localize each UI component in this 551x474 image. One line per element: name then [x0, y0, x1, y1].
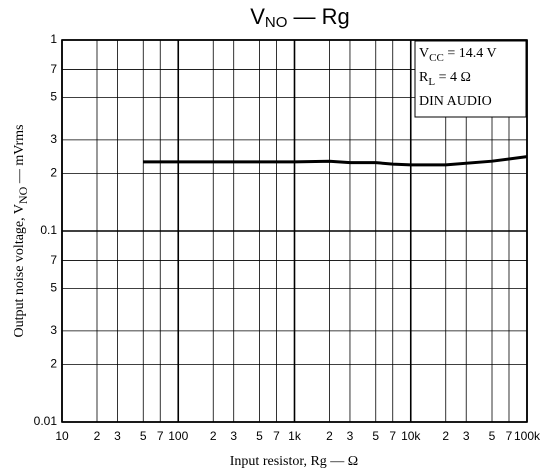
x-tick-label: 2 [326, 429, 333, 443]
annotation-part: L [428, 76, 435, 88]
x-tick-label: 3 [230, 429, 237, 443]
chart-title: VNO — Rg [250, 4, 350, 31]
title-sub: NO [265, 14, 288, 31]
x-tick-label: 10k [401, 429, 421, 443]
x-tick-label: 1k [288, 429, 302, 443]
y-axis-label: Output noise voltage, VNO — mVrms [12, 124, 30, 337]
x-tick-label: 7 [389, 429, 396, 443]
y-tick-label: 2 [50, 357, 57, 371]
annotation: DIN AUDIO [419, 94, 492, 109]
annotation-part: V [419, 46, 429, 61]
title-part: — Rg [287, 4, 349, 29]
x-tick-label: 7 [157, 429, 164, 443]
annotation: RL = 4 Ω [419, 70, 471, 87]
x-tick-label: 5 [372, 429, 379, 443]
annotation-part: DIN AUDIO [419, 94, 492, 109]
y-tick-label: 3 [50, 132, 57, 146]
y-tick-label: 7 [50, 253, 57, 267]
x-tick-label: 2 [442, 429, 449, 443]
x-tick-label: 3 [114, 429, 121, 443]
title-part: V [250, 4, 265, 29]
y-tick-label: 2 [50, 166, 57, 180]
y-tick-label: 0.01 [34, 414, 58, 428]
y-tick-label: 0.1 [40, 223, 57, 237]
annotation-part: = 4 Ω [435, 70, 471, 85]
x-tick-label: 3 [347, 429, 354, 443]
annotation-part: CC [429, 52, 444, 64]
x-tick-label: 2 [94, 429, 101, 443]
annotation: VCC = 14.4 V [419, 46, 497, 63]
y-tick-label: 5 [50, 90, 57, 104]
x-axis-label: Input resistor, Rg — Ω [230, 454, 358, 469]
plot-frame [61, 39, 528, 423]
ylabel-part: Output noise voltage, V [12, 204, 27, 338]
y-tick-label: 1 [50, 32, 57, 46]
y-tick-label: 5 [50, 281, 57, 295]
x-tick-label: 7 [506, 429, 513, 443]
ylabel-part: — mVrms [12, 124, 27, 186]
y-tick-label: 7 [50, 62, 57, 76]
ylabel-sub: NO [16, 186, 30, 204]
annotation-box [414, 40, 527, 118]
x-tick-label: 3 [463, 429, 470, 443]
annotation-part: R [419, 70, 429, 85]
annotation-part: = 14.4 V [444, 46, 497, 61]
x-tick-label: 100k [514, 429, 541, 443]
y-tick-label: 3 [50, 323, 57, 337]
x-tick-label: 7 [273, 429, 280, 443]
x-tick-label: 10 [55, 429, 69, 443]
x-tick-label: 5 [140, 429, 147, 443]
x-tick-label: 100 [168, 429, 188, 443]
data-line [143, 155, 528, 167]
x-tick-label: 5 [489, 429, 496, 443]
x-tick-label: 5 [256, 429, 263, 443]
x-tick-label: 2 [210, 429, 217, 443]
